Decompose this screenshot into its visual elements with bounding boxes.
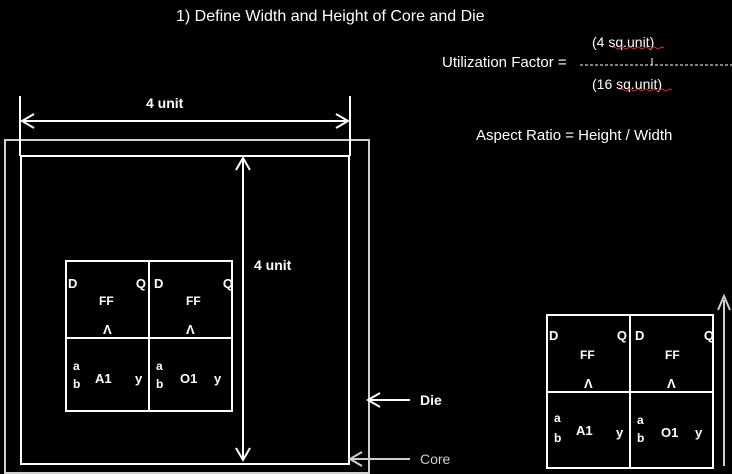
ff-clock-icon: Λ [103,322,112,337]
ff-name: FF [665,348,680,362]
ff-name: FF [580,348,595,362]
or-input-b: b [637,431,644,445]
and-output-y: y [135,371,142,386]
ff-q-pin: Q [617,328,627,343]
flip-flop-cell: D Q FF Λ [629,314,714,393]
or-gate-name: O1 [180,371,197,386]
flip-flop-cell: D Q FF Λ [148,260,233,339]
width-dimension-label: 4 unit [146,95,183,111]
and-gate-name: A1 [576,423,593,438]
or-gate-cell: a b O1 y [148,337,233,412]
height-dimension-label: 4 unit [254,257,291,273]
and-gate-cell: a b A1 y [65,337,150,412]
and-input-b: b [554,431,561,445]
ff-q-pin: Q [704,328,714,343]
ff-name: FF [99,294,114,308]
or-output-y: y [214,371,221,386]
ff-name: FF [186,294,201,308]
and-gate-name: A1 [95,371,112,386]
and-gate-cell: a b A1 y [546,391,631,469]
or-output-y: y [695,425,702,440]
ff-d-pin: D [635,328,644,343]
ff-q-pin: Q [223,276,233,291]
and-output-y: y [616,425,623,440]
and-input-b: b [73,377,80,391]
or-input-a: a [156,359,163,373]
flip-flop-cell: D Q FF Λ [65,260,150,339]
and-input-a: a [73,359,80,373]
ff-clock-icon: Λ [667,376,676,391]
ff-q-pin: Q [136,276,146,291]
ff-clock-icon: Λ [584,376,593,391]
ff-d-pin: D [549,328,558,343]
die-label: Die [420,392,442,408]
or-gate-cell: a b O1 y [629,391,714,469]
core-label: Core [420,451,450,467]
ff-d-pin: D [154,276,163,291]
ff-clock-icon: Λ [186,322,195,337]
or-input-b: b [156,377,163,391]
and-input-a: a [554,411,561,425]
ff-d-pin: D [68,276,77,291]
flip-flop-cell: D Q FF Λ [546,314,631,393]
or-gate-name: O1 [661,425,678,440]
or-input-a: a [637,413,644,427]
